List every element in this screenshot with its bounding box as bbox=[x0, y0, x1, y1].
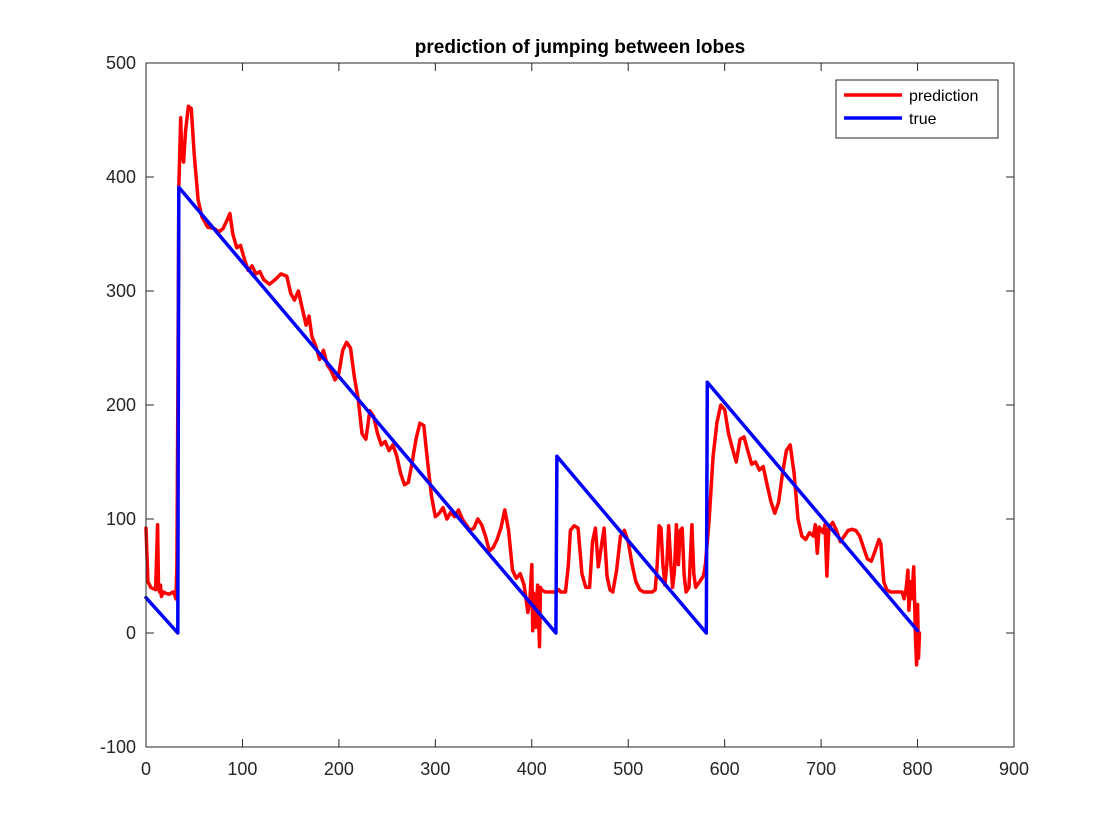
x-tick-label: 400 bbox=[517, 759, 547, 779]
y-tick-label: 300 bbox=[106, 281, 136, 301]
series-line-true bbox=[144, 185, 920, 635]
legend: prediction true bbox=[835, 79, 999, 139]
x-tick-label: 0 bbox=[141, 759, 151, 779]
legend-label-true: true bbox=[909, 111, 937, 128]
y-tick-label: 500 bbox=[106, 53, 136, 73]
x-tick-label: 700 bbox=[806, 759, 836, 779]
x-tick-label: 600 bbox=[710, 759, 740, 779]
x-tick-label: 200 bbox=[324, 759, 354, 779]
y-tick-label: 100 bbox=[106, 509, 136, 529]
x-tick-label: 900 bbox=[999, 759, 1029, 779]
x-tick-label: 500 bbox=[613, 759, 643, 779]
x-tick-label: 300 bbox=[420, 759, 450, 779]
series-layer bbox=[144, 104, 922, 667]
y-tick-label: 400 bbox=[106, 167, 136, 187]
legend-box bbox=[835, 79, 999, 139]
chart-title: prediction of jumping between lobes bbox=[415, 37, 745, 58]
ticks-layer: 0 100 200 300 400 500 600 700 800 900-10001002003… bbox=[100, 53, 1029, 779]
legend-label-prediction: prediction bbox=[909, 88, 978, 105]
x-tick-label: 100 bbox=[227, 759, 257, 779]
y-tick-label: -100 bbox=[100, 737, 136, 757]
x-tick-label: 800 bbox=[903, 759, 933, 779]
y-tick-label: 200 bbox=[106, 395, 136, 415]
y-tick-label: 0 bbox=[126, 623, 136, 643]
plot-area bbox=[146, 63, 1014, 747]
